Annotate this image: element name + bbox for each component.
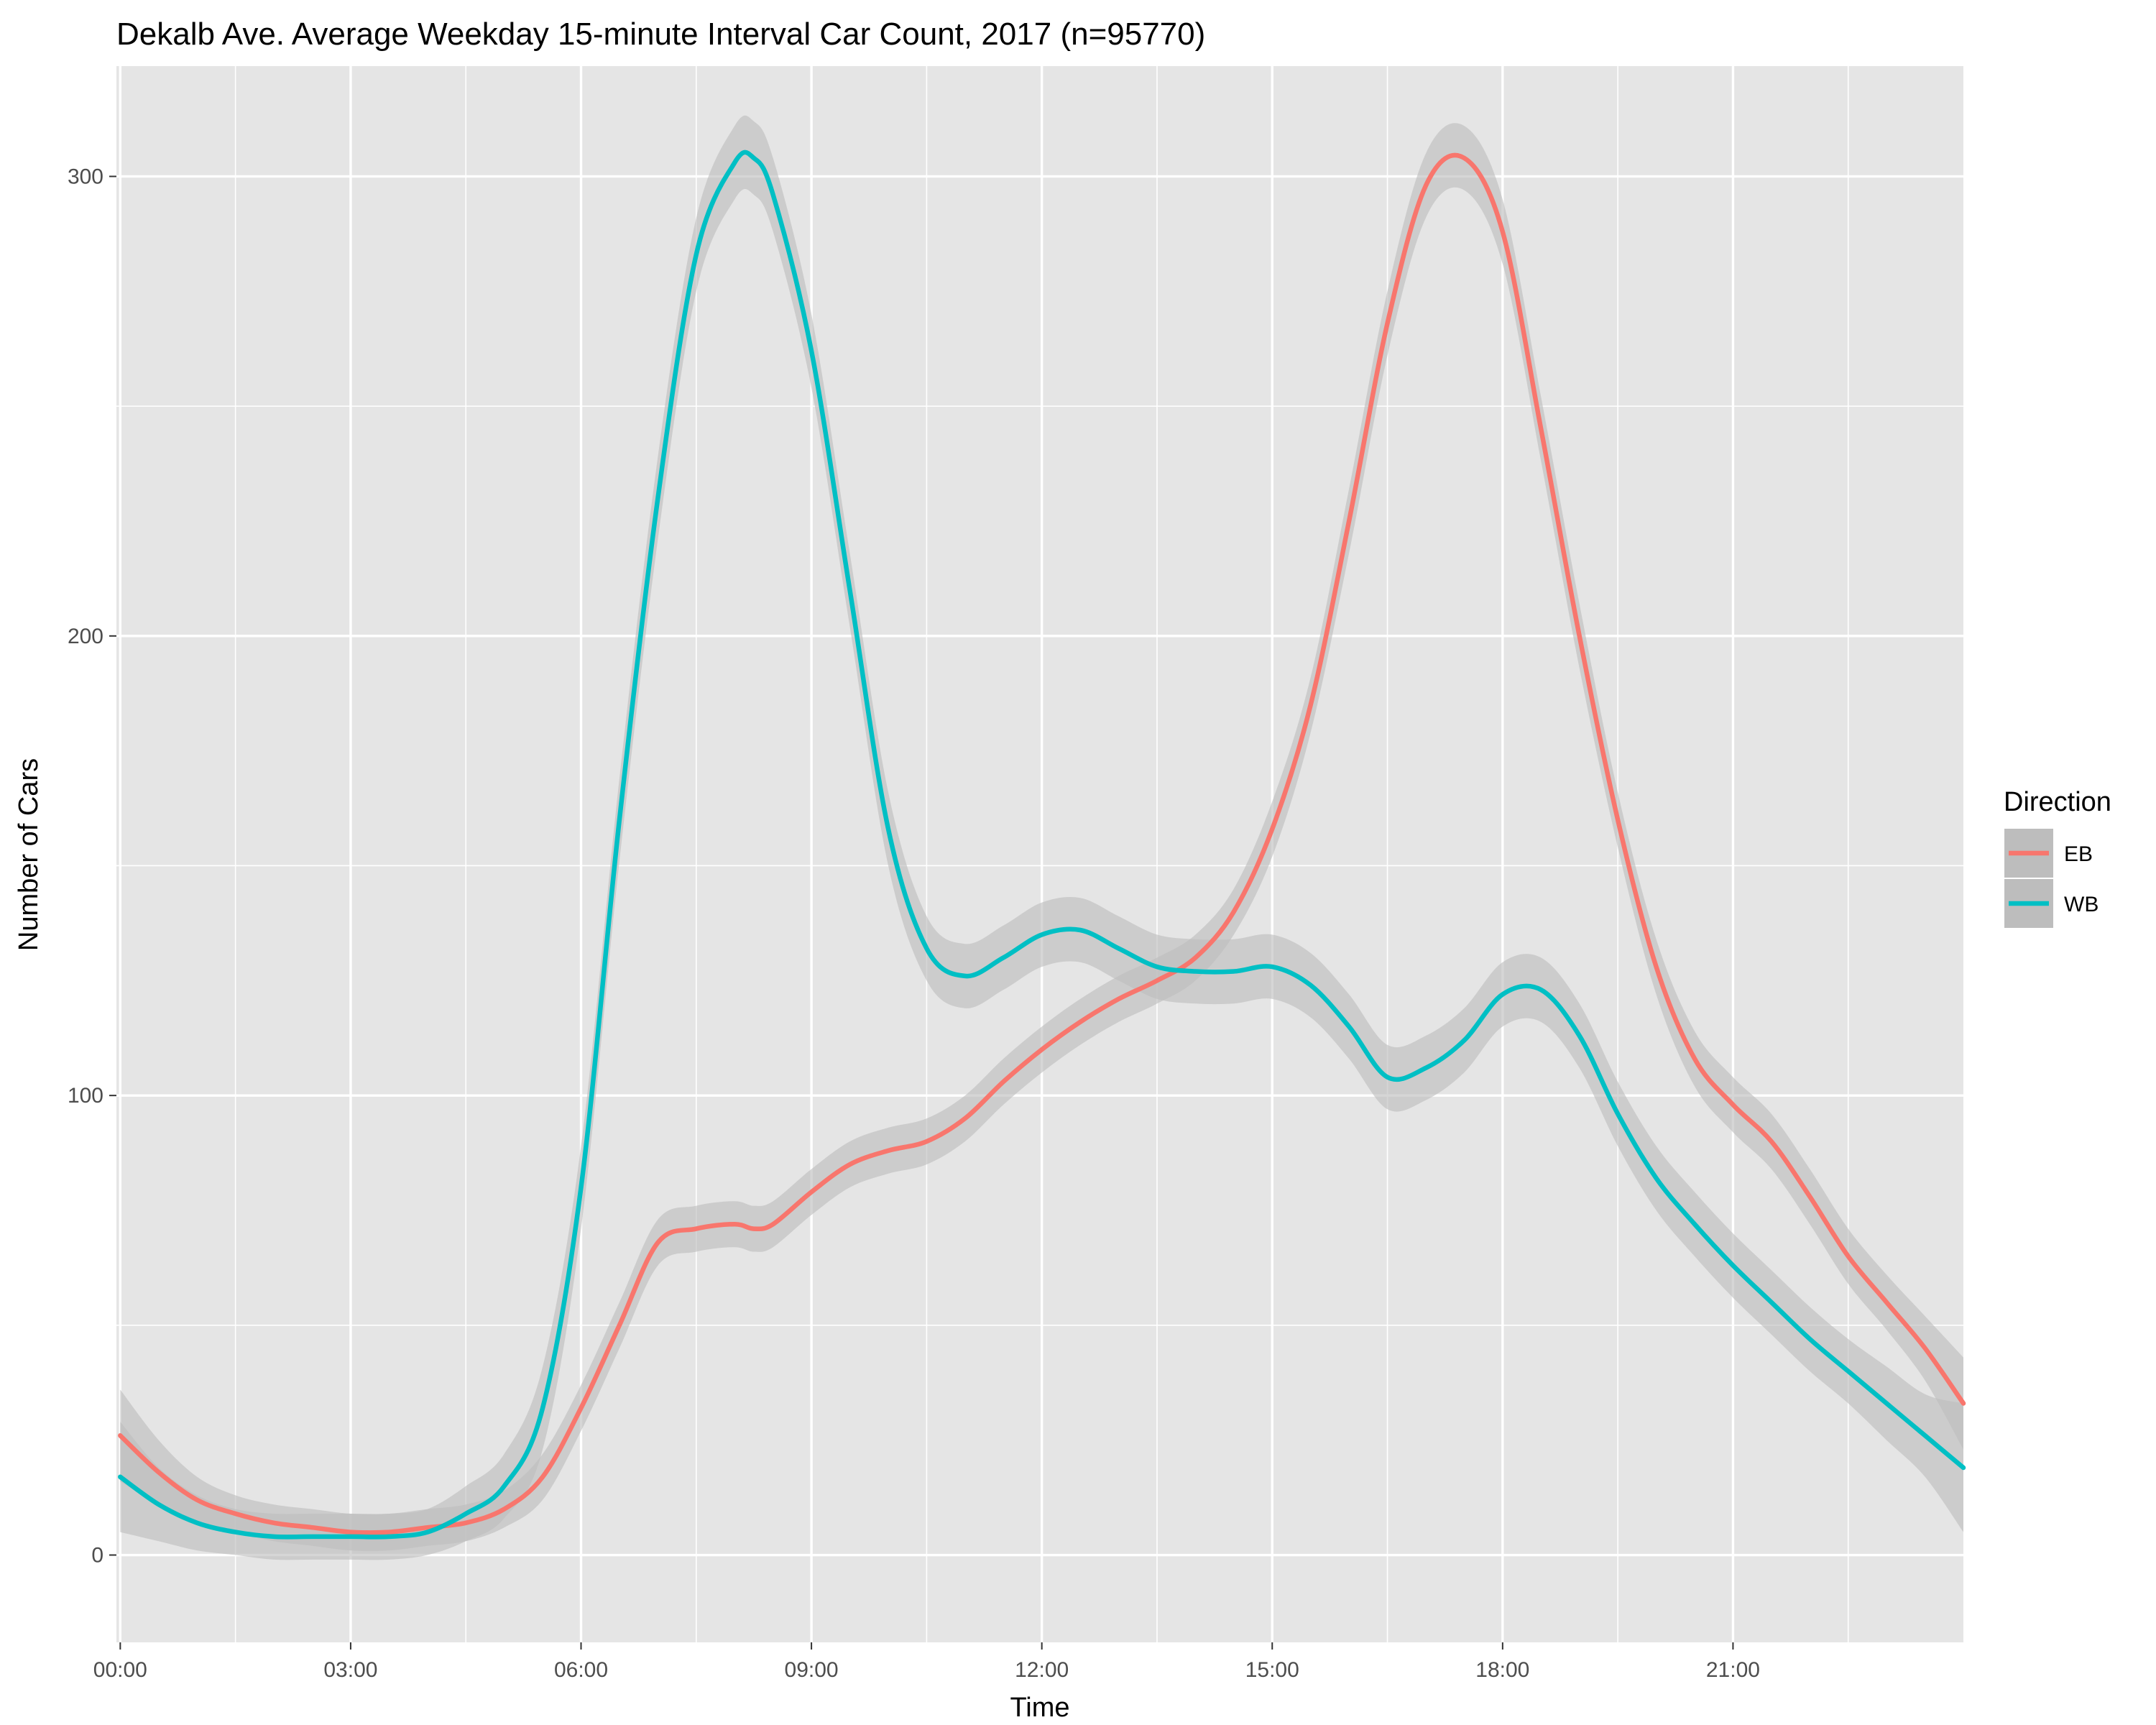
plot-panel	[116, 66, 1963, 1642]
series-lines	[118, 150, 1966, 1540]
y-axis: 0 100 200 300	[68, 165, 116, 1568]
series-line-wb	[118, 150, 1966, 1540]
chart-title: Dekalb Ave. Average Weekday 15-minute In…	[116, 17, 1205, 52]
y-tick-label: 0	[91, 1544, 103, 1568]
y-axis-title: Number of Cars	[14, 758, 44, 951]
legend: Direction EB WB	[2003, 787, 2111, 929]
legend-label-wb: WB	[2064, 893, 2099, 916]
x-tick-label: 06:00	[554, 1658, 608, 1682]
legend-label-eb: EB	[2064, 842, 2093, 866]
series-line-eb	[118, 152, 1966, 1535]
legend-items: EB WB	[2003, 827, 2099, 929]
x-tick-label: 03:00	[323, 1658, 377, 1682]
y-tick-label: 200	[68, 625, 103, 648]
x-tick-label: 12:00	[1015, 1658, 1069, 1682]
x-tick-label: 15:00	[1245, 1658, 1299, 1682]
x-axis: 00:00 03:00 06:00 09:00 12:00 15:00 18:00 21:00	[93, 1642, 1760, 1682]
y-tick-label: 100	[68, 1084, 103, 1108]
x-tick-label: 18:00	[1475, 1658, 1529, 1682]
legend-title: Direction	[2004, 787, 2111, 817]
x-axis-title: Time	[1010, 1693, 1069, 1723]
x-tick-label: 00:00	[93, 1658, 147, 1682]
x-tick-label: 21:00	[1706, 1658, 1760, 1682]
x-tick-label: 09:00	[785, 1658, 839, 1682]
y-tick-label: 300	[68, 165, 103, 188]
